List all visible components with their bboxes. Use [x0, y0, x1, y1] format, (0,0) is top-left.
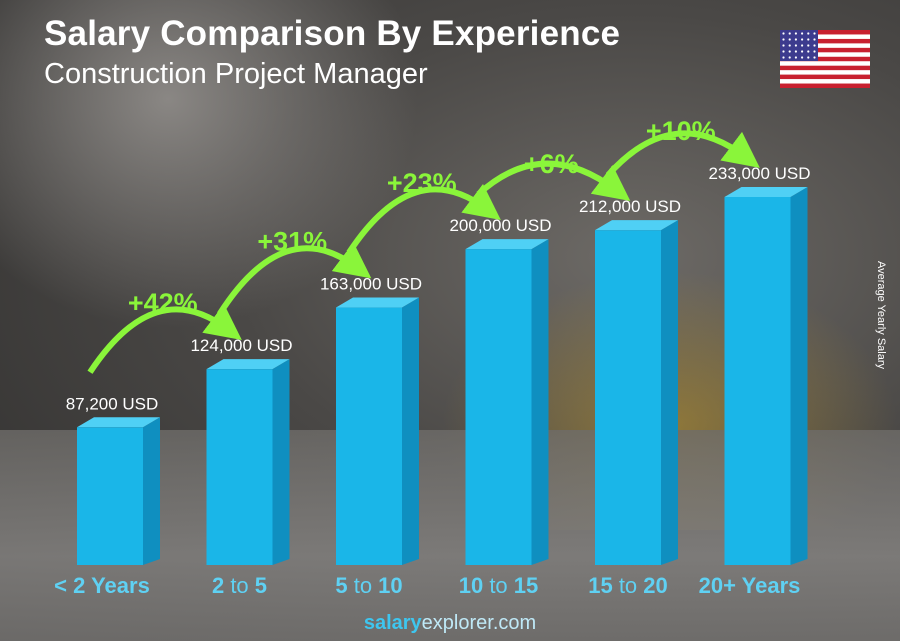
bar-0 — [77, 417, 160, 565]
us-flag-icon — [780, 30, 870, 88]
category-label: 2 to 5 — [212, 573, 267, 598]
footer-brand: salaryexplorer.com — [0, 612, 900, 635]
chart-title: Salary Comparison By Experience — [44, 14, 621, 53]
change-label: +10% — [646, 116, 716, 146]
category-label: 15 to 20 — [588, 573, 668, 598]
bar — [206, 369, 273, 565]
value-label: 163,000 USD — [320, 275, 422, 294]
bar-2 — [336, 297, 419, 565]
bar-3 — [465, 239, 549, 565]
change-label: +6% — [524, 149, 579, 179]
bar-4 — [595, 220, 678, 565]
bar-top — [336, 297, 419, 308]
value-label: 200,000 USD — [449, 216, 551, 235]
change-label: +23% — [387, 168, 457, 198]
change-label: +42% — [128, 288, 198, 318]
bar-side — [143, 417, 160, 565]
brand-explorer: explorer — [421, 612, 493, 634]
chart-subtitle: Construction Project Manager — [44, 58, 428, 90]
value-label: 233,000 USD — [708, 164, 810, 183]
bar — [336, 307, 402, 565]
bar-side — [661, 220, 678, 565]
bar-side — [790, 187, 808, 565]
bar — [724, 197, 791, 565]
change-arrow-icon — [346, 183, 501, 255]
bar — [465, 249, 532, 565]
bar-side — [402, 297, 419, 565]
bar-side — [531, 239, 549, 565]
change-arrow-icon — [216, 242, 372, 316]
change-arrow-icon — [605, 130, 760, 178]
bar — [595, 230, 661, 565]
change-arrow-icon — [476, 160, 631, 202]
bar — [77, 427, 143, 565]
bar-top — [724, 187, 808, 197]
bar-top — [465, 239, 549, 250]
category-label: 20+ Years — [699, 573, 801, 598]
bar-top — [206, 359, 290, 370]
brand-tld: .com — [492, 612, 537, 634]
value-label: 212,000 USD — [579, 197, 681, 216]
bar-top — [77, 417, 160, 428]
bar-top — [595, 220, 678, 231]
category-label: 5 to 10 — [335, 573, 402, 598]
category-label: < 2 Years — [54, 573, 150, 598]
change-label: +31% — [257, 227, 327, 257]
value-label: 87,200 USD — [66, 394, 159, 413]
brand-salary: salary — [363, 612, 422, 634]
bar-5 — [724, 187, 808, 565]
value-label: 124,000 USD — [190, 336, 292, 355]
bar-side — [272, 359, 290, 565]
bar-1 — [206, 359, 290, 565]
category-label: 10 to 15 — [459, 573, 539, 598]
change-arrow-icon — [87, 303, 242, 374]
